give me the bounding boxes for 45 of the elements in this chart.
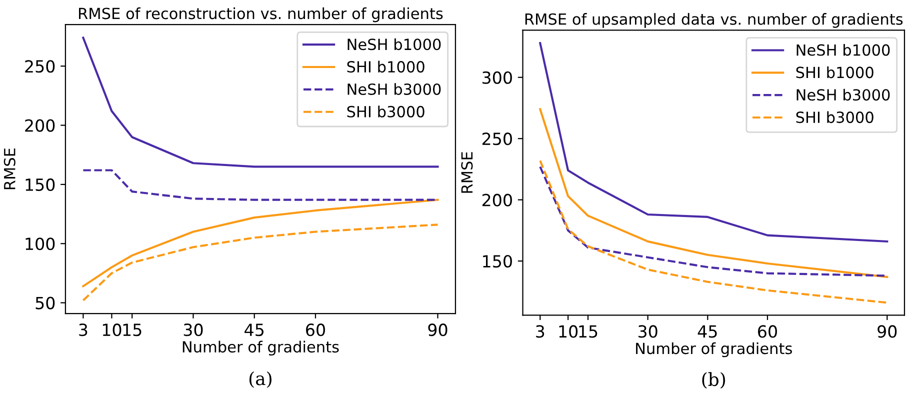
line-series <box>82 198 439 288</box>
x-tick-label: 15 <box>123 324 142 336</box>
y-tick-label: 200 <box>482 194 512 206</box>
x-tick-label: 3 <box>536 325 544 338</box>
x-tick-label: 90 <box>428 324 448 336</box>
line-series <box>82 224 439 302</box>
x-tick-label: 60 <box>306 324 325 336</box>
x-axis-title: Number of gradients <box>636 342 792 358</box>
y-tick-label: 100 <box>26 238 55 250</box>
legend-label: NeSH b3000 <box>796 88 890 101</box>
line-series <box>539 108 888 278</box>
line-series <box>539 42 888 242</box>
x-tick-label: 3 <box>79 324 88 336</box>
text: (b) <box>702 372 726 389</box>
y-tick-label: 250 <box>482 132 512 146</box>
x-tick-label: 10 <box>102 324 122 336</box>
legend-label: SHI b1000 <box>796 66 874 78</box>
legend-label: NeSH b1000 <box>348 38 441 50</box>
x-tick-label: 45 <box>698 325 717 338</box>
x-axis-title: Number of gradients <box>182 340 339 356</box>
legend-label: NeSH b1000 <box>796 44 890 56</box>
x-tick-label: 60 <box>758 325 777 338</box>
y-tick-label: 250 <box>25 60 55 73</box>
legend-label: SHI b1000 <box>347 60 424 73</box>
y-tick-label: 50 <box>36 296 55 310</box>
y-axis-title: RMSE <box>461 152 473 193</box>
legend-label: SHI b3000 <box>796 111 874 124</box>
y-axis-title: RMSE <box>4 148 16 190</box>
chart-title: RMSE of reconstruction vs. number of gradients <box>79 7 443 22</box>
y-tick-label: 300 <box>482 71 512 84</box>
legend-label: SHI b3000 <box>347 106 424 118</box>
legend-label: NeSH b3000 <box>348 83 441 96</box>
y-tick-label: 150 <box>483 254 512 268</box>
line-series <box>82 36 439 168</box>
x-tick-label: 45 <box>244 324 264 336</box>
y-tick-label: 150 <box>26 178 55 192</box>
x-tick-label: 30 <box>184 324 203 336</box>
text: (a) <box>249 371 272 388</box>
y-tick-label: 200 <box>25 119 55 132</box>
x-tick-label: 15 <box>579 325 598 338</box>
x-tick-label: 10 <box>559 325 578 338</box>
x-tick-label: 90 <box>878 325 897 338</box>
x-tick-label: 30 <box>638 325 658 338</box>
chart-title: RMSE of upsampled data vs. number of gradients <box>525 13 903 28</box>
line-series <box>539 160 888 304</box>
